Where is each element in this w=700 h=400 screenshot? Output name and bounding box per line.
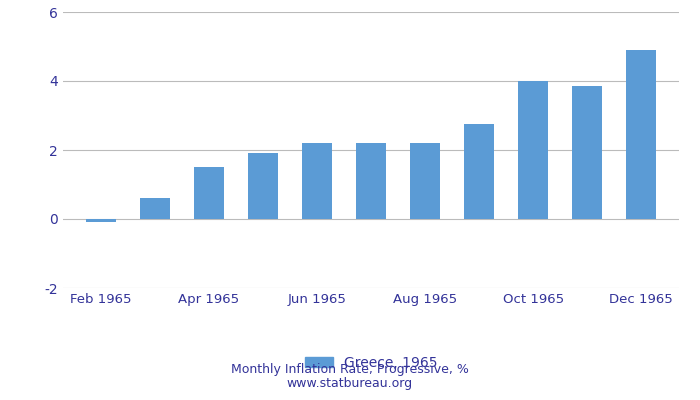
Bar	[464, 124, 494, 219]
Bar	[248, 154, 278, 219]
Bar	[302, 143, 332, 219]
Bar	[573, 86, 602, 219]
Bar	[626, 50, 656, 219]
Bar	[410, 143, 440, 219]
Text: www.statbureau.org: www.statbureau.org	[287, 378, 413, 390]
Bar	[194, 167, 224, 219]
Bar	[86, 219, 116, 222]
Text: Monthly Inflation Rate, Progressive, %: Monthly Inflation Rate, Progressive, %	[231, 364, 469, 376]
Bar	[356, 143, 386, 219]
Legend: Greece, 1965: Greece, 1965	[300, 350, 442, 375]
Bar	[140, 198, 169, 219]
Bar	[518, 81, 548, 219]
